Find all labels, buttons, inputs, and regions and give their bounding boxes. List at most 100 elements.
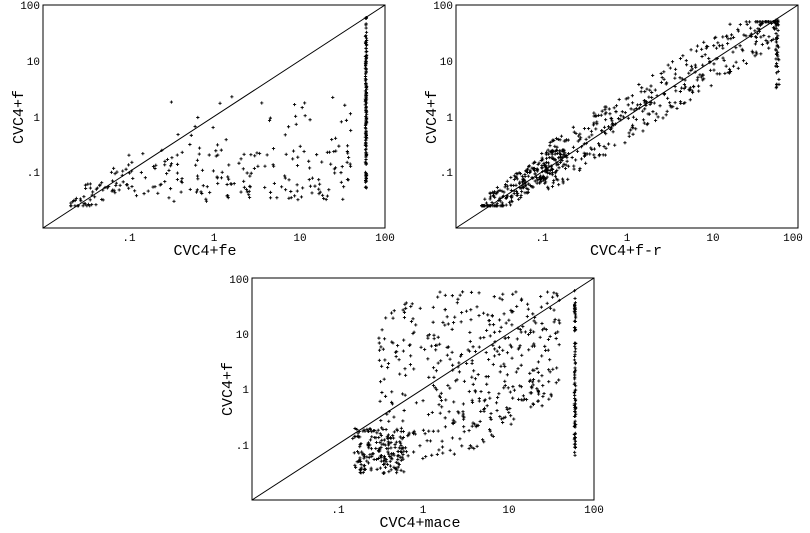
data-point: [230, 95, 234, 99]
data-point: [476, 372, 480, 377]
data-point: [487, 390, 491, 395]
data-point: [409, 319, 414, 324]
data-point: [364, 174, 369, 178]
data-point: [512, 177, 516, 182]
data-point: [630, 94, 634, 98]
data-point: [175, 171, 180, 175]
data-point: [642, 121, 646, 125]
data-point: [318, 182, 322, 186]
data-point: [573, 308, 577, 312]
data-point: [555, 145, 559, 149]
data-point: [399, 458, 403, 462]
plot-frame: [42, 4, 386, 229]
data-point: [342, 185, 346, 189]
data-point: [573, 361, 578, 365]
data-point: [402, 449, 406, 453]
data-point: [317, 178, 321, 182]
data-point: [293, 114, 298, 118]
data-point: [573, 312, 577, 316]
x-tick-label: 100: [584, 505, 604, 517]
data-point: [661, 116, 665, 120]
data-point: [653, 118, 658, 123]
data-point: [359, 459, 363, 464]
data-point: [674, 89, 678, 93]
data-point: [530, 166, 534, 170]
data-point: [172, 199, 176, 203]
data-point: [533, 179, 537, 183]
data-point: [491, 323, 496, 327]
data-point: [448, 448, 452, 452]
data-point: [381, 347, 385, 351]
data-point: [493, 195, 497, 199]
data-point: [510, 310, 514, 314]
data-point: [364, 152, 368, 156]
data-point: [532, 342, 536, 346]
data-point: [552, 308, 556, 312]
data-point: [452, 452, 456, 456]
data-point: [271, 163, 275, 167]
data-point: [736, 27, 740, 32]
data-point: [497, 392, 501, 396]
data-point: [197, 152, 201, 156]
data-point: [554, 136, 558, 141]
data-point: [627, 131, 631, 135]
data-point: [364, 101, 368, 105]
data-point: [560, 177, 565, 181]
data-point: [538, 335, 542, 339]
data-point: [776, 50, 780, 54]
data-point: [98, 183, 102, 187]
data-point: [325, 150, 329, 154]
data-point: [510, 356, 514, 360]
data-point: [536, 399, 540, 404]
data-point: [307, 159, 311, 163]
data-point: [734, 46, 738, 50]
data-point: [680, 77, 684, 81]
data-point: [715, 72, 719, 76]
data-point: [390, 400, 394, 404]
data-point: [727, 67, 732, 71]
data-point: [351, 436, 355, 441]
data-point: [776, 54, 780, 58]
data-point: [594, 127, 598, 131]
data-point: [528, 183, 532, 188]
data-point: [438, 342, 442, 346]
data-point: [227, 177, 231, 181]
data-point: [214, 149, 218, 153]
data-point: [406, 454, 410, 458]
data-point: [359, 462, 363, 467]
data-point: [348, 162, 352, 166]
data-point: [650, 90, 654, 95]
data-point: [601, 153, 605, 157]
data-point: [412, 450, 416, 454]
data-point: [700, 47, 704, 51]
data-point: [574, 406, 578, 411]
data-point: [414, 323, 418, 327]
data-point: [308, 118, 312, 122]
data-point: [574, 388, 578, 392]
data-point: [482, 399, 486, 403]
data-point: [694, 49, 699, 53]
data-point: [638, 102, 642, 107]
data-point: [111, 188, 115, 192]
data-point: [539, 294, 543, 299]
y-tick-label: .1: [236, 441, 250, 453]
data-point: [518, 180, 522, 184]
y-axis-label: CVC4+f: [11, 90, 28, 144]
data-point: [284, 152, 288, 156]
data-point: [467, 428, 471, 433]
data-point: [343, 103, 347, 107]
data-point: [498, 196, 502, 200]
data-point: [349, 128, 353, 133]
data-point: [589, 146, 593, 150]
data-point: [468, 444, 472, 448]
data-point: [619, 114, 623, 118]
data-point: [392, 309, 396, 313]
data-point: [378, 466, 382, 470]
data-point: [541, 158, 545, 162]
data-point: [572, 289, 577, 293]
data-point: [547, 380, 551, 384]
data-point: [434, 369, 438, 373]
data-point: [668, 104, 672, 108]
data-point: [643, 107, 647, 111]
data-point: [315, 153, 319, 157]
